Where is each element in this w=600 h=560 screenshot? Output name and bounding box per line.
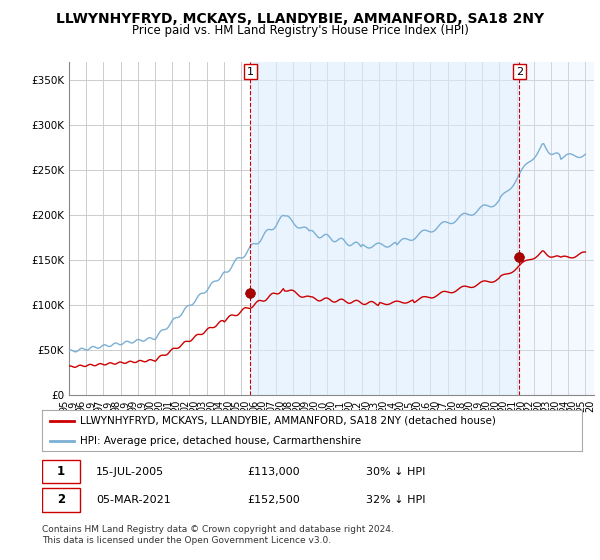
FancyBboxPatch shape bbox=[42, 460, 80, 483]
Text: 2: 2 bbox=[57, 493, 65, 506]
Text: HPI: Average price, detached house, Carmarthenshire: HPI: Average price, detached house, Carm… bbox=[80, 436, 361, 446]
FancyBboxPatch shape bbox=[42, 488, 80, 512]
Bar bbox=[520, 62, 594, 395]
Text: 2: 2 bbox=[516, 67, 523, 77]
Text: Price paid vs. HM Land Registry's House Price Index (HPI): Price paid vs. HM Land Registry's House … bbox=[131, 24, 469, 37]
Text: 15-JUL-2005: 15-JUL-2005 bbox=[96, 466, 164, 477]
Text: £152,500: £152,500 bbox=[247, 495, 300, 505]
Bar bbox=[250, 62, 520, 395]
Text: 30% ↓ HPI: 30% ↓ HPI bbox=[366, 466, 425, 477]
Text: LLWYNHYFRYD, MCKAYS, LLANDYBIE, AMMANFORD, SA18 2NY: LLWYNHYFRYD, MCKAYS, LLANDYBIE, AMMANFOR… bbox=[56, 12, 544, 26]
Text: 1: 1 bbox=[247, 67, 254, 77]
Text: 1: 1 bbox=[57, 465, 65, 478]
Text: 05-MAR-2021: 05-MAR-2021 bbox=[96, 495, 171, 505]
Text: LLWYNHYFRYD, MCKAYS, LLANDYBIE, AMMANFORD, SA18 2NY (detached house): LLWYNHYFRYD, MCKAYS, LLANDYBIE, AMMANFOR… bbox=[80, 416, 496, 426]
Text: Contains HM Land Registry data © Crown copyright and database right 2024.
This d: Contains HM Land Registry data © Crown c… bbox=[42, 525, 394, 545]
Text: 32% ↓ HPI: 32% ↓ HPI bbox=[366, 495, 425, 505]
Text: £113,000: £113,000 bbox=[247, 466, 300, 477]
